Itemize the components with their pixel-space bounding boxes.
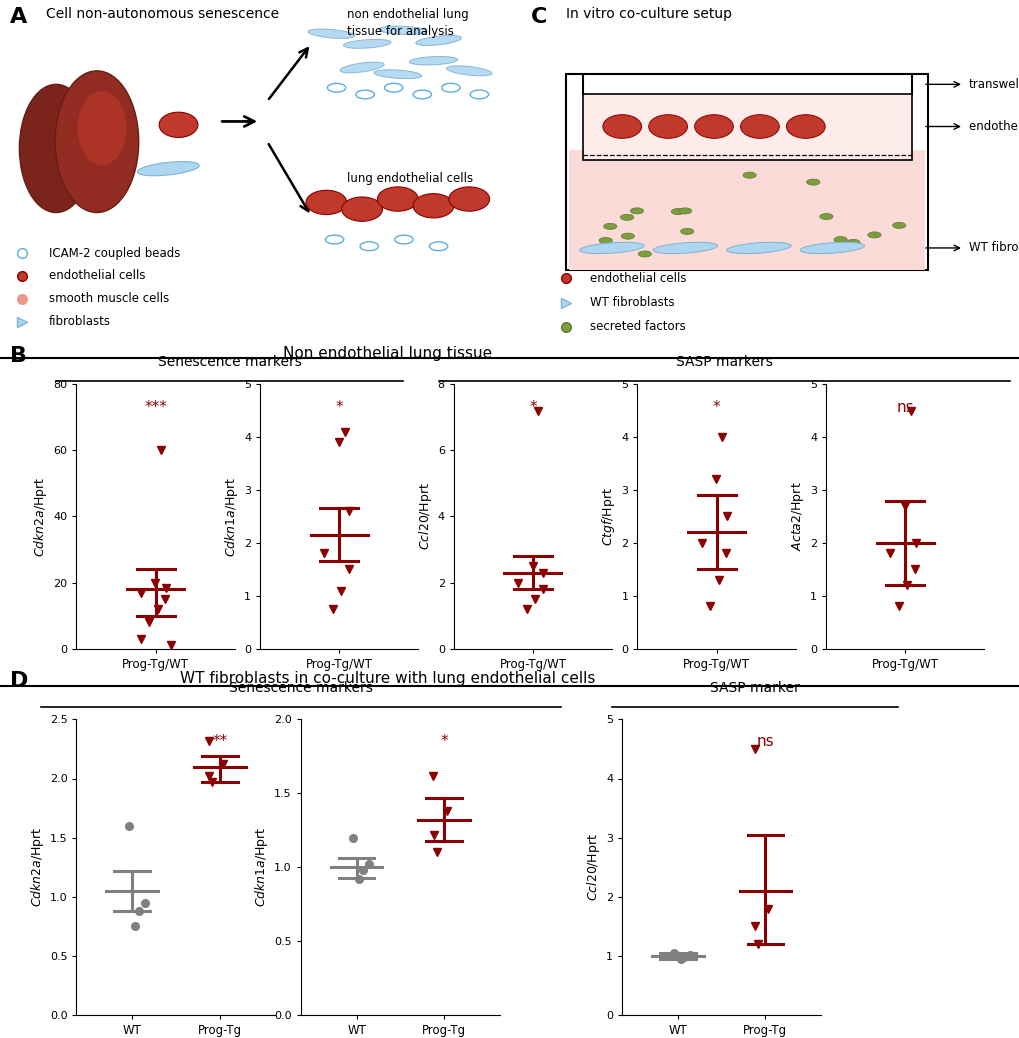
- Ellipse shape: [448, 187, 489, 211]
- Text: ns: ns: [756, 734, 773, 749]
- Ellipse shape: [343, 39, 390, 49]
- Ellipse shape: [413, 90, 431, 99]
- Text: Cell non-autonomous senescence: Cell non-autonomous senescence: [46, 7, 279, 21]
- Text: ***: ***: [144, 400, 167, 415]
- Ellipse shape: [638, 251, 651, 257]
- Ellipse shape: [55, 71, 139, 213]
- Ellipse shape: [694, 114, 733, 138]
- Ellipse shape: [409, 56, 458, 65]
- Ellipse shape: [621, 234, 634, 239]
- Text: endothelial cells: endothelial cells: [968, 120, 1019, 133]
- Text: Non endothelial lung tissue: Non endothelial lung tissue: [282, 346, 492, 361]
- Y-axis label: $\mathit{Ctgf}$/Hprt: $\mathit{Ctgf}$/Hprt: [599, 487, 616, 546]
- Text: ns: ns: [896, 400, 913, 415]
- Ellipse shape: [325, 236, 343, 244]
- Ellipse shape: [678, 208, 691, 214]
- Ellipse shape: [598, 238, 611, 244]
- Text: tissue for analysis: tissue for analysis: [346, 25, 453, 38]
- FancyBboxPatch shape: [583, 94, 911, 160]
- Ellipse shape: [603, 223, 616, 229]
- Text: WT fibroblasts: WT fibroblasts: [589, 296, 674, 309]
- Ellipse shape: [378, 26, 427, 34]
- Y-axis label: $\mathit{Cdkn2a}$/Hprt: $\mathit{Cdkn2a}$/Hprt: [33, 476, 49, 556]
- Y-axis label: $\mathit{Ccl20}$/Hprt: $\mathit{Ccl20}$/Hprt: [584, 834, 601, 901]
- Ellipse shape: [620, 214, 633, 220]
- Ellipse shape: [602, 114, 641, 138]
- Ellipse shape: [356, 90, 374, 99]
- Ellipse shape: [726, 242, 791, 253]
- Ellipse shape: [19, 84, 93, 213]
- Ellipse shape: [806, 180, 819, 185]
- Ellipse shape: [671, 209, 684, 215]
- Ellipse shape: [446, 65, 491, 76]
- Text: ICAM-2 coupled beads: ICAM-2 coupled beads: [49, 246, 180, 260]
- Ellipse shape: [834, 237, 847, 243]
- Y-axis label: $\mathit{Ccl20}$/Hprt: $\mathit{Ccl20}$/Hprt: [416, 483, 433, 550]
- Text: *: *: [440, 734, 447, 749]
- FancyBboxPatch shape: [566, 75, 927, 270]
- Text: transwell: transwell: [968, 78, 1019, 91]
- Text: secreted factors: secreted factors: [589, 321, 685, 333]
- Text: Senescence markers: Senescence markers: [228, 681, 373, 695]
- Ellipse shape: [470, 90, 488, 99]
- Text: smooth muscle cells: smooth muscle cells: [49, 293, 169, 305]
- Ellipse shape: [327, 83, 345, 92]
- Y-axis label: $\mathit{Cdkn1a}$/Hprt: $\mathit{Cdkn1a}$/Hprt: [253, 827, 270, 907]
- Text: *: *: [712, 400, 719, 415]
- Text: fibroblasts: fibroblasts: [49, 316, 111, 328]
- Ellipse shape: [339, 62, 384, 73]
- Ellipse shape: [740, 114, 779, 138]
- Ellipse shape: [786, 114, 824, 138]
- Ellipse shape: [377, 187, 418, 211]
- Ellipse shape: [680, 228, 693, 235]
- Ellipse shape: [159, 112, 198, 137]
- Text: C: C: [530, 7, 546, 27]
- Ellipse shape: [77, 91, 126, 165]
- Ellipse shape: [308, 29, 355, 38]
- Ellipse shape: [799, 242, 864, 253]
- Y-axis label: $\mathit{Acta2}$/Hprt: $\mathit{Acta2}$/Hprt: [789, 482, 805, 551]
- Text: B: B: [10, 346, 28, 365]
- Text: *: *: [529, 400, 536, 415]
- Text: A: A: [10, 7, 28, 27]
- Text: WT fibroblasts in co-culture with lung endothelial cells: WT fibroblasts in co-culture with lung e…: [179, 672, 595, 686]
- Ellipse shape: [360, 242, 378, 250]
- Ellipse shape: [867, 231, 880, 238]
- Text: WT fibroblasts: WT fibroblasts: [968, 242, 1019, 254]
- Text: SASP markers: SASP markers: [676, 355, 771, 370]
- Text: non endothelial lung: non endothelial lung: [346, 8, 468, 22]
- Text: lung endothelial cells: lung endothelial cells: [346, 172, 473, 185]
- Text: D: D: [10, 672, 29, 691]
- Ellipse shape: [846, 240, 859, 245]
- Ellipse shape: [306, 190, 346, 215]
- Y-axis label: $\mathit{Cdkn1a}$/Hprt: $\mathit{Cdkn1a}$/Hprt: [222, 476, 239, 556]
- Ellipse shape: [892, 222, 905, 228]
- Ellipse shape: [429, 242, 447, 250]
- Ellipse shape: [742, 172, 755, 179]
- Text: SASP marker: SASP marker: [709, 681, 799, 695]
- Y-axis label: $\mathit{Cdkn2a}$/Hprt: $\mathit{Cdkn2a}$/Hprt: [29, 827, 46, 907]
- Ellipse shape: [341, 197, 382, 221]
- Text: endothelial cells: endothelial cells: [589, 272, 686, 284]
- Ellipse shape: [441, 83, 460, 92]
- Text: In vitro co-culture setup: In vitro co-culture setup: [566, 7, 732, 21]
- Ellipse shape: [394, 236, 413, 244]
- Ellipse shape: [413, 194, 453, 218]
- Text: endothelial cells: endothelial cells: [49, 270, 146, 282]
- Ellipse shape: [648, 114, 687, 138]
- Ellipse shape: [579, 242, 644, 253]
- Ellipse shape: [652, 242, 717, 253]
- Text: *: *: [335, 400, 342, 415]
- Text: **: **: [212, 734, 227, 749]
- Ellipse shape: [138, 162, 199, 175]
- Ellipse shape: [819, 214, 833, 220]
- Polygon shape: [569, 151, 924, 270]
- Ellipse shape: [630, 208, 643, 214]
- Text: Senescence markers: Senescence markers: [157, 355, 302, 370]
- Ellipse shape: [374, 70, 421, 79]
- Ellipse shape: [384, 83, 403, 92]
- Ellipse shape: [416, 35, 461, 46]
